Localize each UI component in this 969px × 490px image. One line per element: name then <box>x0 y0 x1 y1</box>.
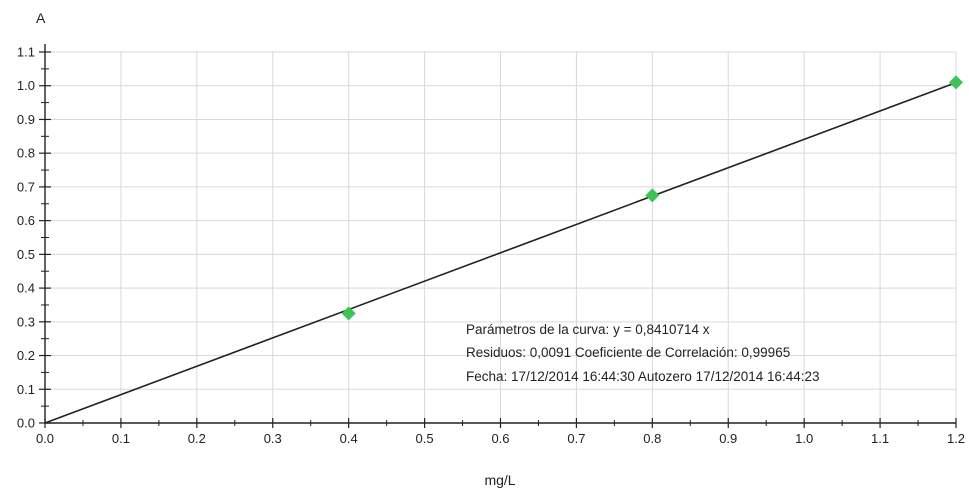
x-tick-label: 0.8 <box>643 431 661 446</box>
y-tick-label: 1.0 <box>17 78 35 93</box>
x-tick-label: 0.9 <box>719 431 737 446</box>
y-tick-label: 0.9 <box>17 112 35 127</box>
y-tick-label: 0.8 <box>17 146 35 161</box>
x-tick-label: 0.0 <box>36 431 54 446</box>
y-ticks: 0.0 0.1 0.2 0.3 0.4 0.5 0.6 0.7 0.8 0.9 1.0 1.1 <box>17 45 51 431</box>
fit-line <box>44 81 957 424</box>
curve-parameters-annotation: Parámetros de la curva: y = 0,8410714 x … <box>466 322 820 384</box>
x-tick-label: 0.6 <box>491 431 509 446</box>
x-tick-label: 0.2 <box>188 431 206 446</box>
x-ticks: 0.0 0.1 0.2 0.3 0.4 0.5 0.6 0.7 0.8 0.9 1.0 1.1 1.2 <box>36 418 965 446</box>
y-tick-label: 0.4 <box>17 281 35 296</box>
annotation-line-1: Parámetros de la curva: y = 0,8410714 x <box>466 322 710 337</box>
y-axis-title: A <box>36 10 46 26</box>
y-tick-label: 0.7 <box>17 179 35 194</box>
y-tick-label: 0.5 <box>17 247 35 262</box>
data-points <box>341 75 963 321</box>
y-tick-label: 0.1 <box>17 382 35 397</box>
fit-line-group <box>44 81 957 424</box>
x-tick-label: 0.4 <box>340 431 358 446</box>
x-axis-title: mg/L <box>484 472 515 488</box>
x-tick-label: 0.1 <box>112 431 130 446</box>
x-tick-label: 1.1 <box>871 431 889 446</box>
data-point-diamond <box>949 75 963 90</box>
data-point-diamond <box>645 188 660 203</box>
x-tick-label: 0.7 <box>567 431 585 446</box>
y-tick-label: 1.1 <box>17 45 35 60</box>
y-tick-label: 0.0 <box>17 416 35 431</box>
annotation-line-3: Fecha: 17/12/2014 16:44:30 Autozero 17/1… <box>466 369 820 384</box>
x-tick-label: 1.2 <box>947 431 965 446</box>
y-tick-label: 0.3 <box>17 314 35 329</box>
y-tick-label: 0.6 <box>17 213 35 228</box>
x-tick-label: 0.3 <box>264 431 282 446</box>
y-tick-label: 0.2 <box>17 348 35 363</box>
x-tick-label: 0.5 <box>416 431 434 446</box>
grid <box>45 51 957 423</box>
x-tick-label: 1.0 <box>795 431 813 446</box>
data-point-diamond <box>341 306 356 321</box>
annotation-line-2: Residuos: 0,0091 Coeficiente de Correlac… <box>466 345 790 360</box>
